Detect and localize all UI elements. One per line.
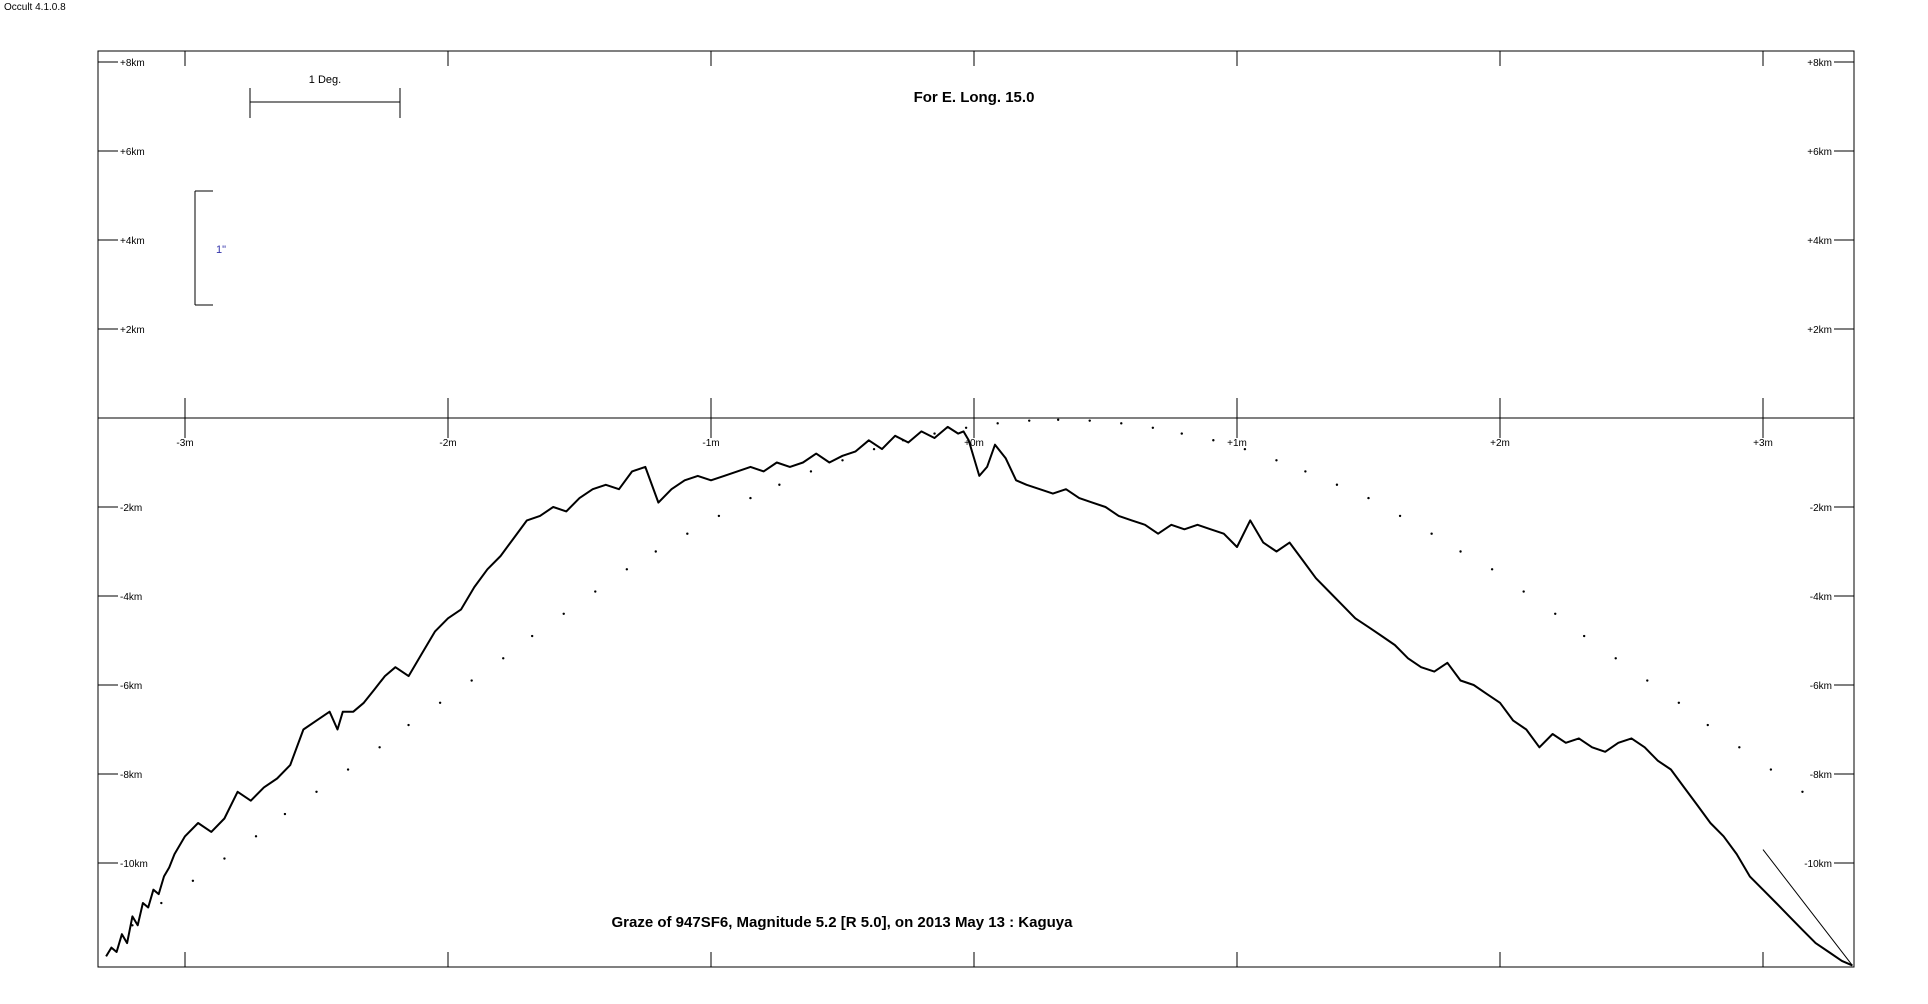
mean-limb-dot xyxy=(872,447,876,451)
mean-limb-dot xyxy=(1801,790,1804,793)
mean-limb-dot xyxy=(346,768,350,771)
degree-scale-bar: 1 Deg. xyxy=(249,74,401,118)
arcsec-scale-bar: 1" xyxy=(194,190,226,306)
degree-scale-label: 1 Deg. xyxy=(309,74,341,86)
mean-limb-dot xyxy=(407,723,410,727)
mean-limb-dot xyxy=(315,790,318,793)
mean-limb-dot xyxy=(254,835,258,838)
mean-limb-dot xyxy=(1056,418,1060,421)
y-tick-label-left: -8km xyxy=(120,770,142,781)
mean-limb-dot xyxy=(1120,422,1123,425)
mean-limb-dot xyxy=(1646,679,1649,682)
mean-limb-dot xyxy=(778,483,781,486)
mean-limb-dot xyxy=(717,514,721,518)
y-tick-label-right: +8km xyxy=(1807,58,1832,69)
mean-limb-dot xyxy=(1706,723,1709,727)
x-tick-label: +0m xyxy=(964,438,984,449)
arcsec-scale-label: 1" xyxy=(216,244,226,256)
mean-limb-dot xyxy=(502,657,505,660)
mean-limb-dot xyxy=(131,924,134,927)
mean-limb-dot xyxy=(1522,590,1525,593)
mean-limb-dot xyxy=(1028,419,1031,422)
mean-limb-dot xyxy=(996,422,999,425)
limit-line xyxy=(1762,849,1853,966)
mean-limb-dot xyxy=(901,439,905,442)
plot-frame xyxy=(97,50,1855,968)
mean-limb-dot xyxy=(1459,550,1462,553)
mean-limb-dot xyxy=(1275,459,1278,462)
mean-limb-dot xyxy=(530,634,534,638)
mean-limb-dot xyxy=(1554,612,1557,615)
mean-limb-dot xyxy=(625,568,629,571)
x-tick-label: +2m xyxy=(1490,438,1510,449)
mean-limb-dot xyxy=(1151,426,1155,429)
mean-limb-dot xyxy=(654,550,657,553)
mean-limb-dot xyxy=(1738,746,1741,749)
mean-limb-dot xyxy=(438,701,442,704)
x-tick-label: +1m xyxy=(1227,438,1247,449)
x-axis-ticks: -3m -2m -1m +0m +1m +2m +3m xyxy=(176,51,1773,967)
y-tick-label-left: +2km xyxy=(120,325,145,336)
mean-limb-dot xyxy=(1614,657,1617,660)
y-tick-label-left: -2km xyxy=(120,503,142,514)
y-tick-label-right: -8km xyxy=(1810,770,1832,781)
mean-limb-dot xyxy=(223,857,226,860)
mean-limb-dot xyxy=(1088,419,1091,422)
limb-profile-line xyxy=(105,425,1853,967)
y-tick-label-right: -10km xyxy=(1804,859,1832,870)
mean-limb-dot xyxy=(1582,634,1586,638)
chart-subtitle: For E. Long. 15.0 xyxy=(914,89,1035,106)
mean-limb-dot xyxy=(749,496,752,500)
y-tick-label-right: -4km xyxy=(1810,592,1832,603)
mean-limb-dot xyxy=(686,532,689,535)
x-tick-label: -3m xyxy=(176,438,193,449)
mean-limb-dot xyxy=(1335,483,1339,486)
mean-limb-dot xyxy=(470,679,473,682)
mean-limb-dot xyxy=(1430,532,1433,535)
y-tick-label-right: -6km xyxy=(1810,681,1832,692)
y-tick-label-left: -4km xyxy=(120,592,142,603)
mean-limb-dot xyxy=(1212,439,1215,442)
y-tick-label-left: +4km xyxy=(120,236,145,247)
mean-limb-dot xyxy=(1490,568,1494,571)
mean-limb-dot xyxy=(1769,768,1773,771)
x-tick-label: +3m xyxy=(1753,438,1773,449)
mean-limb-dot xyxy=(191,879,195,882)
chart-title: Graze of 947SF6, Magnitude 5.2 [R 5.0], … xyxy=(612,914,1074,931)
mean-limb-dot xyxy=(1243,447,1247,451)
mean-limb-dot xyxy=(964,426,968,429)
mean-limb-dot xyxy=(1180,432,1183,435)
mean-limb-dot xyxy=(283,812,287,816)
mean-limb-dot xyxy=(562,612,565,615)
mean-limb-dot xyxy=(1367,496,1370,500)
y-tick-label-right: +2km xyxy=(1807,325,1832,336)
y-tick-label-left: -6km xyxy=(120,681,142,692)
mean-limb-dot xyxy=(594,590,597,593)
y-axis-ticks: +8km +8km +6km +6km +4km +4km +2km +2km -2km -2km… xyxy=(98,58,1854,870)
y-tick-label-left: +8km xyxy=(120,58,145,69)
mean-limb-dot xyxy=(1304,470,1307,473)
x-tick-label: -2m xyxy=(439,438,456,449)
mean-limb-dot xyxy=(933,432,936,435)
y-tick-label-right: -2km xyxy=(1810,503,1832,514)
mean-limb-dot xyxy=(841,459,844,462)
mean-limb-dot xyxy=(809,470,813,473)
mean-limb-dot xyxy=(160,901,163,905)
y-tick-label-left: -10km xyxy=(120,859,148,870)
app-version-label: Occult 4.1.0.8 xyxy=(4,2,66,13)
x-tick-label: -1m xyxy=(702,438,719,449)
y-tick-label-right: +6km xyxy=(1807,147,1832,158)
mean-limb-dot xyxy=(378,746,381,749)
mean-limb-dot xyxy=(1677,701,1681,704)
y-tick-label-right: +4km xyxy=(1807,236,1832,247)
mean-limb-dot xyxy=(1398,514,1402,518)
y-tick-label-left: +6km xyxy=(120,147,145,158)
series-layer xyxy=(105,418,1853,967)
